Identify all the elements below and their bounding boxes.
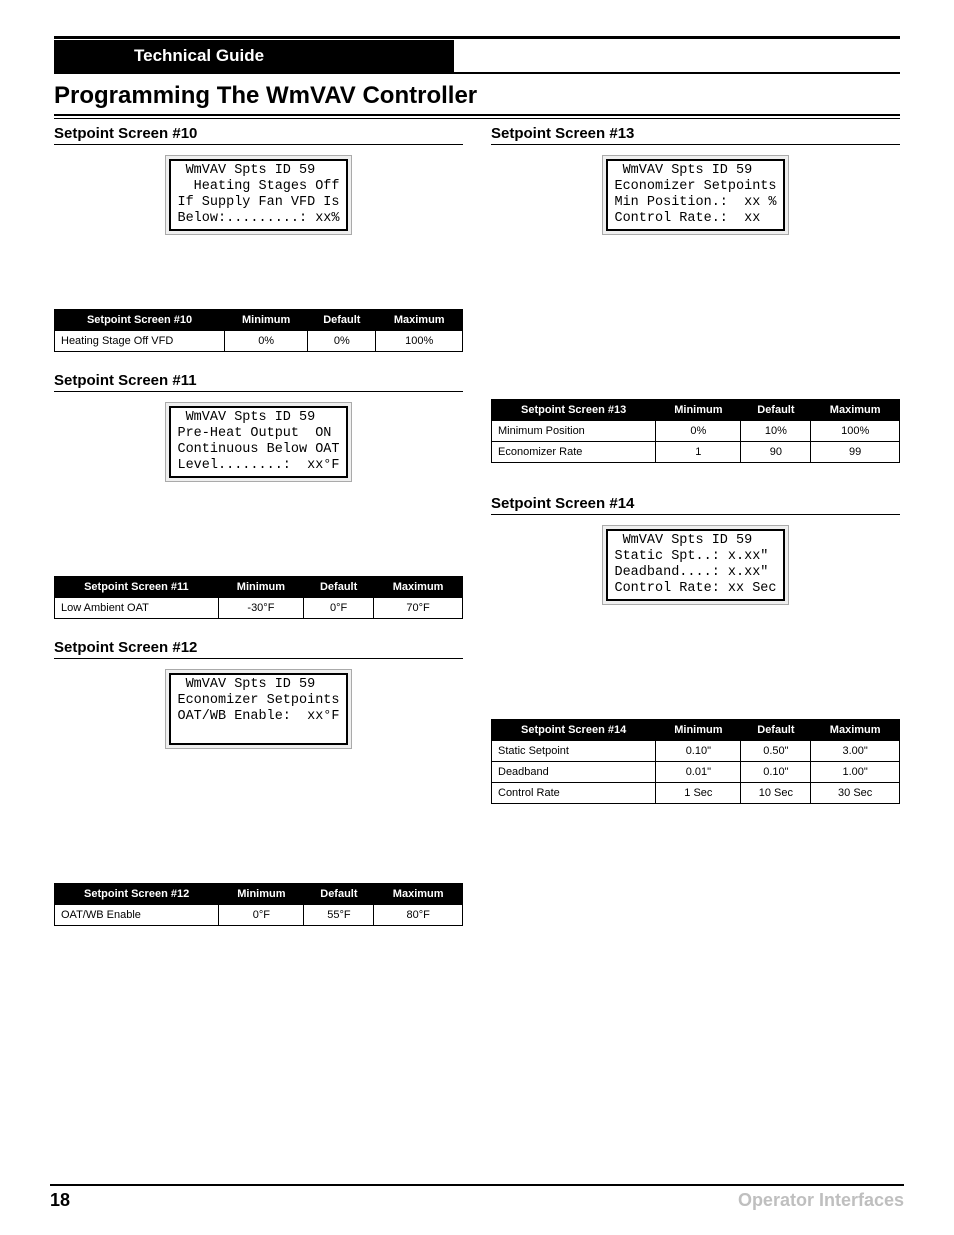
table-s11: Setpoint Screen #11 Minimum Default Maxi… — [54, 576, 463, 619]
td: 1.00" — [811, 762, 900, 783]
th: Setpoint Screen #12 — [55, 884, 219, 905]
td: 55°F — [304, 905, 374, 926]
td: 70°F — [374, 598, 463, 619]
td: OAT/WB Enable — [55, 905, 219, 926]
td: 100% — [376, 331, 463, 352]
th: Minimum — [656, 720, 741, 741]
lcd-line: WmVAV Spts ID 59 — [177, 677, 315, 692]
td: Economizer Rate — [492, 442, 656, 463]
td: 99 — [811, 442, 900, 463]
td: 0°F — [304, 598, 374, 619]
td: 90 — [741, 442, 811, 463]
lcd-line: WmVAV Spts ID 59 — [177, 410, 315, 425]
lcd-s12: WmVAV Spts ID 59 Economizer Setpoints OA… — [165, 669, 351, 749]
td: 0.01" — [656, 762, 741, 783]
lcd-line: Deadband....: x.xx" — [614, 565, 768, 580]
th: Maximum — [374, 577, 463, 598]
heading-s13: Setpoint Screen #13 — [491, 125, 900, 145]
left-column: Setpoint Screen #10 WmVAV Spts ID 59 Hea… — [54, 125, 463, 938]
table-s12: Setpoint Screen #12 Minimum Default Maxi… — [54, 883, 463, 926]
lcd-line: Static Spt..: x.xx" — [614, 549, 768, 564]
td: 0.10" — [741, 762, 811, 783]
td: -30°F — [218, 598, 303, 619]
th: Default — [308, 310, 376, 331]
th: Default — [304, 577, 374, 598]
th: Minimum — [219, 884, 304, 905]
lcd-s10: WmVAV Spts ID 59 Heating Stages Off If S… — [165, 155, 351, 235]
header-spacer — [454, 40, 900, 72]
lcd-line: OAT/WB Enable: xx°F — [177, 709, 339, 724]
lcd-line: Economizer Setpoints — [177, 693, 339, 708]
td: 1 — [656, 442, 741, 463]
td: 10 Sec — [741, 783, 811, 804]
lcd-s14: WmVAV Spts ID 59 Static Spt..: x.xx" Dea… — [602, 525, 788, 605]
lcd-line: Heating Stages Off — [177, 179, 339, 194]
table-s13: Setpoint Screen #13 Minimum Default Maxi… — [491, 399, 900, 463]
header-tab: Technical Guide — [54, 40, 454, 72]
td: Minimum Position — [492, 421, 656, 442]
th: Default — [741, 720, 811, 741]
td: 0.50" — [741, 741, 811, 762]
td: Control Rate — [492, 783, 656, 804]
td: 0% — [308, 331, 376, 352]
lcd-line: Below:.........: xx% — [177, 211, 339, 226]
th: Maximum — [376, 310, 463, 331]
footer-title: Operator Interfaces — [738, 1190, 904, 1211]
th: Default — [304, 884, 374, 905]
td: 100% — [811, 421, 900, 442]
td: 3.00" — [811, 741, 900, 762]
lcd-line: WmVAV Spts ID 59 — [177, 163, 315, 178]
th: Minimum — [656, 400, 741, 421]
td: 0.10" — [656, 741, 741, 762]
lcd-line: Level........: xx°F — [177, 458, 339, 473]
lcd-line: Min Position.: xx % — [614, 195, 776, 210]
lcd-line: Continuous Below OAT — [177, 442, 339, 457]
th: Setpoint Screen #11 — [55, 577, 219, 598]
lcd-line: If Supply Fan VFD Is — [177, 195, 339, 210]
heading-s10: Setpoint Screen #10 — [54, 125, 463, 145]
td: 0% — [656, 421, 741, 442]
th: Maximum — [811, 720, 900, 741]
heading-s14: Setpoint Screen #14 — [491, 495, 900, 515]
td: 0°F — [219, 905, 304, 926]
th: Setpoint Screen #10 — [55, 310, 225, 331]
lcd-line: Economizer Setpoints — [614, 179, 776, 194]
lcd-s11: WmVAV Spts ID 59 Pre-Heat Output ON Cont… — [165, 402, 351, 482]
td: 10% — [741, 421, 811, 442]
td: 0% — [225, 331, 308, 352]
td: 80°F — [374, 905, 463, 926]
th: Default — [741, 400, 811, 421]
th: Setpoint Screen #14 — [492, 720, 656, 741]
lcd-line: Pre-Heat Output ON — [177, 426, 331, 441]
td: Deadband — [492, 762, 656, 783]
table-s10: Setpoint Screen #10 Minimum Default Maxi… — [54, 309, 463, 352]
page-title: Programming The WmVAV Controller — [54, 82, 900, 110]
td: 30 Sec — [811, 783, 900, 804]
lcd-line: Control Rate.: xx — [614, 211, 760, 226]
th: Setpoint Screen #13 — [492, 400, 656, 421]
lcd-line: WmVAV Spts ID 59 — [614, 533, 752, 548]
th: Minimum — [218, 577, 303, 598]
page-number: 18 — [50, 1190, 70, 1211]
heading-s12: Setpoint Screen #12 — [54, 639, 463, 659]
th: Maximum — [374, 884, 463, 905]
heading-s11: Setpoint Screen #11 — [54, 372, 463, 392]
th: Minimum — [225, 310, 308, 331]
td: Heating Stage Off VFD — [55, 331, 225, 352]
td: Low Ambient OAT — [55, 598, 219, 619]
right-column: Setpoint Screen #13 WmVAV Spts ID 59 Eco… — [491, 125, 900, 938]
th: Maximum — [811, 400, 900, 421]
td: 1 Sec — [656, 783, 741, 804]
td: Static Setpoint — [492, 741, 656, 762]
lcd-line: WmVAV Spts ID 59 — [614, 163, 752, 178]
lcd-line — [177, 725, 185, 740]
lcd-s13: WmVAV Spts ID 59 Economizer Setpoints Mi… — [602, 155, 788, 235]
lcd-line: Control Rate: xx Sec — [614, 581, 776, 596]
table-s14: Setpoint Screen #14 Minimum Default Maxi… — [491, 719, 900, 804]
